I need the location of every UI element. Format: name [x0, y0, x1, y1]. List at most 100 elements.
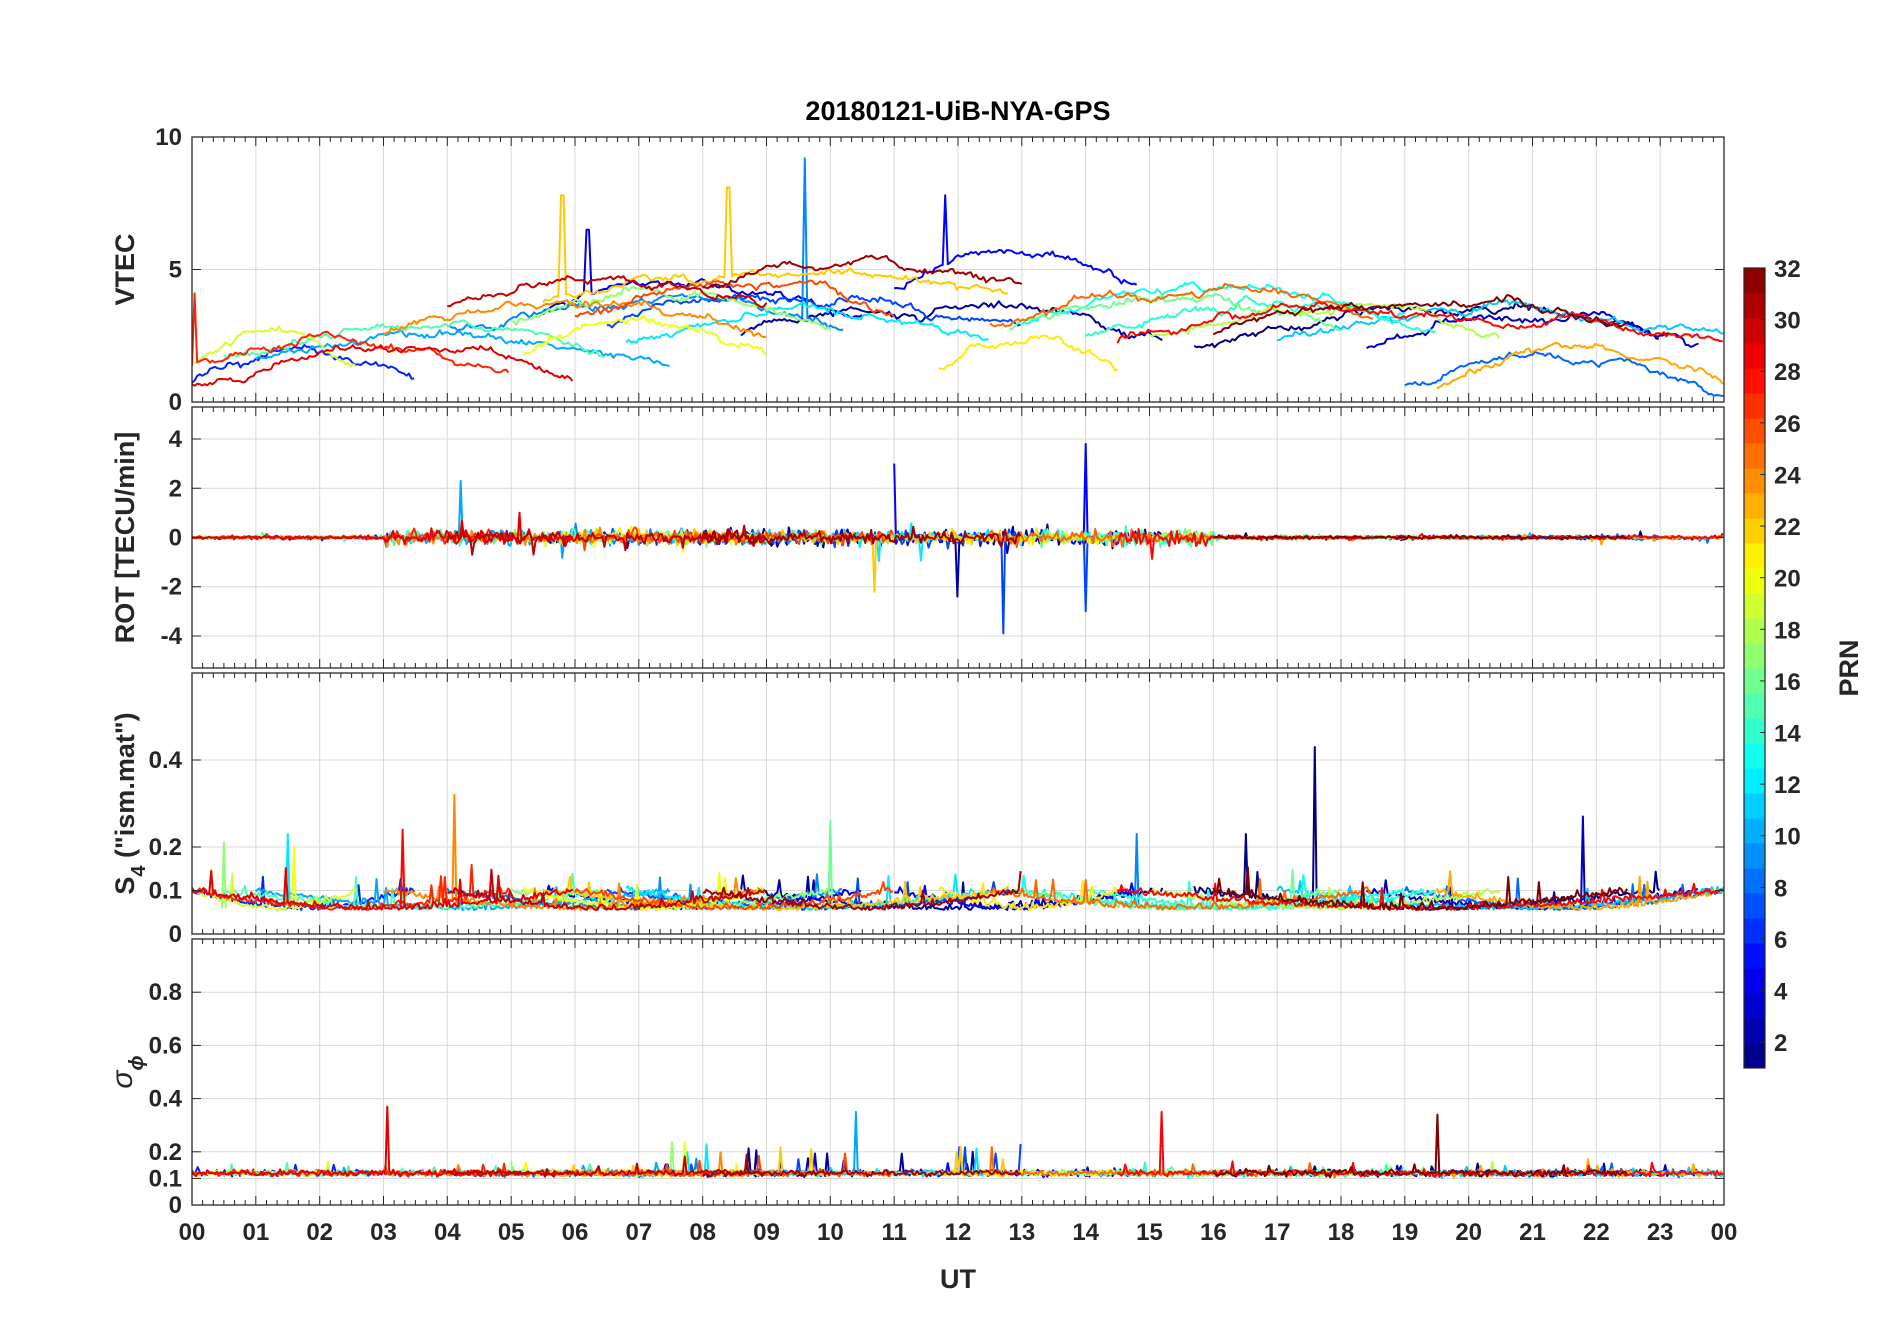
y-tick-label: 10: [155, 124, 182, 151]
series-line-prn-22: [542, 186, 1008, 304]
y-tick-label: 0.2: [149, 834, 182, 861]
colorbar-tick-label: 28: [1774, 359, 1801, 386]
y-tick-label: 4: [169, 426, 183, 453]
series-line-prn-26: [574, 279, 895, 318]
colorbar-segment: [1744, 418, 1765, 444]
x-tick-label: 21: [1519, 1219, 1546, 1246]
x-tick-label: 18: [1328, 1219, 1355, 1246]
y-tick-label: -2: [161, 574, 182, 601]
x-tick-label: 09: [753, 1219, 780, 1246]
series-line-prn-5: [893, 442, 1137, 548]
y-tick-label: 0: [169, 389, 182, 416]
colorbar-tick-label: 22: [1774, 514, 1801, 541]
series-line-prn-30: [447, 275, 768, 309]
colorbar-tick-label: 30: [1774, 308, 1801, 335]
colorbar-tick-label: 16: [1774, 669, 1801, 696]
series-line-prn-1: [1193, 301, 1659, 349]
colorbar-segment: [1744, 993, 1765, 1019]
y-axis-label-s4: S4 ("ism.mat"): [110, 712, 150, 894]
colorbar-tick-label: 20: [1774, 566, 1801, 593]
x-tick-label: 16: [1200, 1219, 1227, 1246]
y-tick-label: 0: [169, 525, 182, 552]
series-line-prn-32: [1213, 534, 1628, 541]
series-line-prn-29: [192, 511, 574, 548]
colorbar-tick-label: 18: [1774, 617, 1801, 644]
series-line-prn-28: [399, 828, 1724, 911]
colorbar-label: PRN: [1834, 639, 1864, 696]
series-line-prn-24: [382, 299, 767, 339]
series-line-prn-19: [192, 868, 358, 911]
series-line-prn-15: [223, 319, 605, 360]
colorbar-segment: [1744, 543, 1765, 569]
series-line-prn-21: [938, 334, 1118, 372]
colorbar-segment: [1744, 918, 1765, 944]
series-line-prn-8: [1404, 350, 1724, 398]
x-axis-label: UT: [940, 1264, 976, 1294]
colorbar-segment: [1744, 818, 1765, 844]
series-line-prn-12: [625, 302, 989, 344]
series-line-prn-21: [938, 527, 1118, 547]
colorbar-segment: [1744, 443, 1765, 469]
y-tick-label: 0.8: [149, 979, 182, 1006]
figure-title: 20180121-UiB-NYA-GPS: [805, 96, 1110, 126]
panel-sigphi: 00.10.2 0.4 0.6 0.8 σϕ 00 01 02 03 04 05 06 07 08 09 10…: [106, 938, 1737, 1246]
colorbar-tick-label: 8: [1774, 875, 1787, 902]
series-line-prn-32: [1212, 294, 1628, 336]
colorbar-segment: [1744, 893, 1765, 919]
colorbar-segment: [1744, 743, 1765, 769]
series-line-prn-25: [989, 878, 1372, 911]
y-tick-label: 5: [169, 257, 182, 284]
colorbar-tick-label: 6: [1774, 927, 1787, 954]
series-line-prn-14: [1085, 880, 1437, 911]
colorbar-segment: [1744, 493, 1765, 519]
x-tick-label: 23: [1647, 1219, 1674, 1246]
colorbar-tick-label: 10: [1774, 824, 1801, 851]
y-tick-label: 0.1: [149, 878, 182, 905]
panel-vtec: 0 5 10 VTEC: [110, 124, 1725, 416]
x-tick-marks: [191, 939, 1725, 1205]
series-line-prn-31: [702, 870, 1022, 911]
colorbar-segment: [1744, 293, 1765, 319]
series-line-prn-29: [192, 867, 574, 911]
series-group: [192, 1105, 1724, 1179]
y-tick-label: 0.1: [149, 1165, 182, 1192]
series-line-prn-28: [1117, 1110, 1723, 1178]
y-tick-label: -4: [161, 623, 183, 650]
y-axis-label-rot: ROT [TECU/min]: [110, 432, 140, 643]
x-tick-marks: [191, 673, 1725, 934]
colorbar-segment: [1744, 468, 1765, 494]
colorbar-tick-label: 2: [1774, 1030, 1787, 1057]
y-axis-label-sigphi: σϕ: [106, 1055, 148, 1088]
x-tick-label: 08: [689, 1219, 716, 1246]
series-line-prn-28: [1116, 528, 1724, 560]
colorbar-segment: [1744, 943, 1765, 969]
x-tick-label: 20: [1455, 1219, 1482, 1246]
series-line-prn-23: [1435, 870, 1723, 911]
colorbar-frame: [1743, 267, 1766, 1069]
series-line-prn-18: [1148, 302, 1501, 339]
series-line-prn-10: [255, 329, 670, 368]
series-line-prn-29: [192, 1105, 574, 1178]
series-line-prn-19: [192, 325, 356, 367]
colorbar-segment: [1744, 568, 1765, 594]
colorbar-segment: [1744, 768, 1765, 794]
y-tick-label: 0.4: [149, 747, 183, 774]
series-line-prn-30: [447, 868, 766, 911]
panel-s4: 0 0.1 0.2 0.4S4 ("ism.mat"): [110, 672, 1725, 948]
colorbar-segment: [1744, 1018, 1765, 1044]
y-tick-label: 0: [169, 921, 182, 948]
colorbar-segment: [1744, 393, 1765, 419]
colorbar-segment: [1744, 693, 1765, 719]
y-tick-label: 0.4: [149, 1086, 183, 1113]
y-tick-label: 2: [169, 475, 182, 502]
series-line-prn-14: [1085, 295, 1436, 338]
colorbar-segment: [1744, 618, 1765, 644]
series-line-prn-2: [740, 300, 1163, 341]
colorbar-segment: [1744, 643, 1765, 669]
x-tick-label: 13: [1008, 1219, 1035, 1246]
series-line-prn-25: [989, 282, 1374, 328]
colorbar-tick-label: 4: [1774, 979, 1788, 1006]
colorbar-segment: [1744, 318, 1765, 344]
